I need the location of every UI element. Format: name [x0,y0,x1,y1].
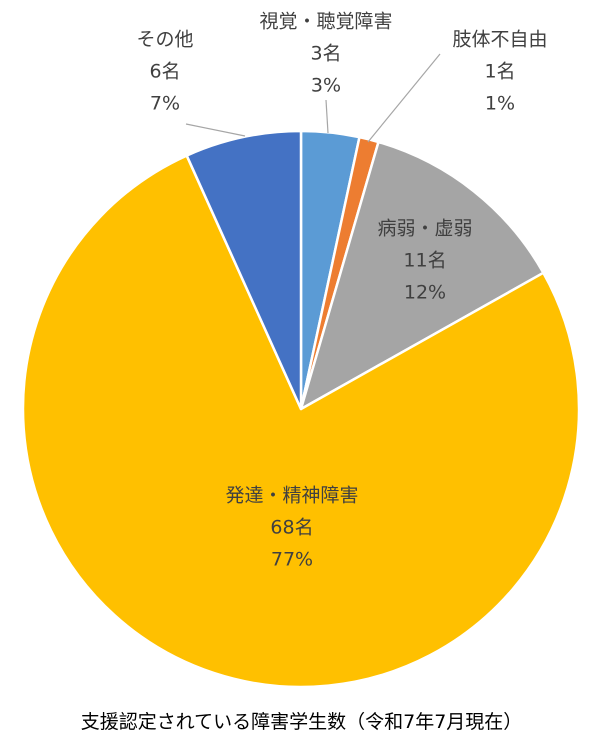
percent-label-illness: 12% [404,282,446,304]
count-label-illness: 11名 [403,250,446,272]
slices-layer [21,129,581,689]
pie-slice-other [185,129,303,411]
percent-label-other: 7% [150,93,180,115]
chart-caption: 支援認定されている障害学生数（令和7年7月現在） [80,711,523,733]
count-label-visual-hearing: 3名 [310,43,341,65]
category-label-illness: 病弱・虚弱 [377,218,472,240]
count-label-developmental-mental: 68名 [270,517,313,539]
category-label-other: その他 [136,29,193,51]
count-label-physical: 1名 [484,61,515,83]
data-label-physical: 肢体不自由 1名 1% [452,29,547,115]
data-label-illness: 病弱・虚弱 11名 12% [377,218,472,304]
percent-label-visual-hearing: 3% [311,75,341,97]
pie-slice-developmental-mental [21,154,581,689]
pie-slice-illness [299,140,545,411]
data-label-other: その他 6名 7% [136,29,193,115]
count-label-other: 6名 [149,61,180,83]
category-label-visual-hearing: 視覚・聴覚障害 [259,11,392,33]
leader-line-physical [367,53,441,143]
percent-label-developmental-mental: 77% [271,549,313,571]
data-label-developmental-mental: 発達・精神障害 68名 77% [225,485,358,571]
category-label-physical: 肢体不自由 [452,29,547,51]
category-label-developmental-mental: 発達・精神障害 [225,485,358,507]
data-labels: 視覚・聴覚障害 3名 3% 肢体不自由 1名 1% 病弱・虚弱 11名 12% 発達・精神障害 68… [136,11,547,571]
leader-line-other [185,123,246,137]
leader-line-visual-hearing [325,99,329,134]
data-label-visual-hearing: 視覚・聴覚障害 3名 3% [259,11,392,97]
percent-label-physical: 1% [485,93,515,115]
leader-lines [185,53,441,143]
